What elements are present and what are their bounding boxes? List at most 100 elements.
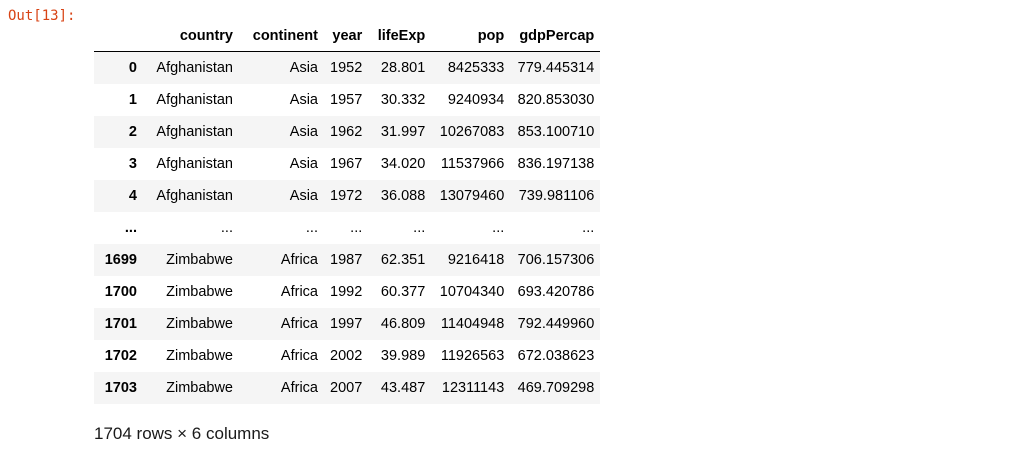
cell-continent: Asia bbox=[289, 124, 318, 140]
cell-country: Zimbabwe bbox=[166, 316, 233, 332]
cell-year: 1972 bbox=[330, 188, 363, 204]
dataframe-container: country continent year lifeExp pop gdpPe… bbox=[94, 20, 601, 404]
row-index: 1702 bbox=[104, 348, 137, 364]
row-index: ... bbox=[124, 220, 137, 236]
cell-gdppercap: 706.157306 bbox=[517, 252, 595, 268]
header-gdppercap: gdpPercap bbox=[510, 20, 601, 52]
header-continent: continent bbox=[239, 20, 324, 52]
row-index: 1703 bbox=[104, 380, 137, 396]
cell-year: 2002 bbox=[330, 348, 363, 364]
cell-year: 1997 bbox=[330, 316, 363, 332]
row-index: 1699 bbox=[104, 252, 137, 268]
ellipsis-row: ... ... ... ... ... ... ... bbox=[94, 212, 601, 244]
cell-year: 1967 bbox=[330, 156, 363, 172]
cell-lifeexp: 43.487 bbox=[380, 380, 426, 396]
cell-year: 1962 bbox=[330, 124, 363, 140]
cell-lifeexp: 34.020 bbox=[380, 156, 426, 172]
table-row: 2 Afghanistan Asia 1962 31.997 10267083 … bbox=[94, 116, 601, 148]
table-row: 1 Afghanistan Asia 1957 30.332 9240934 8… bbox=[94, 84, 601, 116]
cell-lifeexp: 39.989 bbox=[380, 348, 426, 364]
cell-pop: 13079460 bbox=[439, 188, 505, 204]
cell-pop: 11404948 bbox=[440, 316, 505, 332]
cell-gdppercap: 672.038623 bbox=[517, 348, 595, 364]
row-index: 1 bbox=[128, 92, 137, 108]
cell-gdppercap: 836.197138 bbox=[517, 156, 595, 172]
cell-gdppercap: ... bbox=[582, 220, 595, 236]
cell-country: Zimbabwe bbox=[166, 348, 233, 364]
cell-pop: 8425333 bbox=[447, 60, 505, 76]
cell-pop: 9216418 bbox=[447, 252, 505, 268]
cell-gdppercap: 779.445314 bbox=[517, 60, 595, 76]
table-row: 1700 Zimbabwe Africa 1992 60.377 1070434… bbox=[94, 276, 601, 308]
cell-continent: Asia bbox=[289, 156, 318, 172]
header-country: country bbox=[143, 20, 239, 52]
cell-country: Afghanistan bbox=[156, 60, 233, 76]
cell-continent: Africa bbox=[280, 348, 318, 364]
dataframe-table: country continent year lifeExp pop gdpPe… bbox=[94, 20, 601, 404]
cell-country: Afghanistan bbox=[156, 92, 233, 108]
cell-country: Zimbabwe bbox=[166, 380, 233, 396]
cell-lifeexp: 30.332 bbox=[380, 92, 426, 108]
cell-country: ... bbox=[220, 220, 233, 236]
cell-lifeexp: 60.377 bbox=[380, 284, 426, 300]
table-row: 1702 Zimbabwe Africa 2002 39.989 1192656… bbox=[94, 340, 601, 372]
header-lifeexp: lifeExp bbox=[368, 20, 432, 52]
cell-pop: 10704340 bbox=[439, 284, 505, 300]
cell-continent: Africa bbox=[280, 316, 318, 332]
table-row: 1703 Zimbabwe Africa 2007 43.487 1231114… bbox=[94, 372, 601, 404]
cell-continent: Asia bbox=[289, 92, 318, 108]
cell-year: ... bbox=[350, 220, 363, 236]
cell-continent: Asia bbox=[289, 60, 318, 76]
cell-gdppercap: 853.100710 bbox=[517, 124, 595, 140]
cell-lifeexp: 62.351 bbox=[380, 252, 426, 268]
cell-gdppercap: 693.420786 bbox=[517, 284, 595, 300]
cell-gdppercap: 792.449960 bbox=[517, 316, 595, 332]
cell-pop: 11926563 bbox=[440, 348, 505, 364]
row-index: 0 bbox=[128, 60, 137, 76]
cell-pop: 10267083 bbox=[439, 124, 505, 140]
cell-continent: Africa bbox=[280, 284, 318, 300]
cell-lifeexp: ... bbox=[413, 220, 426, 236]
cell-lifeexp: 28.801 bbox=[380, 60, 426, 76]
header-index bbox=[94, 20, 143, 52]
cell-continent: Africa bbox=[280, 252, 318, 268]
header-row: country continent year lifeExp pop gdpPe… bbox=[94, 20, 601, 52]
cell-country: Zimbabwe bbox=[166, 284, 233, 300]
cell-continent: Asia bbox=[289, 188, 318, 204]
cell-continent: Africa bbox=[280, 380, 318, 396]
cell-year: 1987 bbox=[330, 252, 363, 268]
cell-year: 1952 bbox=[330, 60, 363, 76]
row-index: 1700 bbox=[104, 284, 137, 300]
header-pop: pop bbox=[431, 20, 511, 52]
cell-country: Zimbabwe bbox=[166, 252, 233, 268]
cell-gdppercap: 469.709298 bbox=[517, 380, 595, 396]
cell-year: 1957 bbox=[330, 92, 363, 108]
cell-lifeexp: 36.088 bbox=[380, 188, 426, 204]
cell-pop: 11537966 bbox=[440, 156, 505, 172]
cell-continent: ... bbox=[305, 220, 318, 236]
row-index: 1701 bbox=[104, 316, 137, 332]
header-year: year bbox=[324, 20, 369, 52]
cell-gdppercap: 820.853030 bbox=[517, 92, 595, 108]
table-row: 3 Afghanistan Asia 1967 34.020 11537966 … bbox=[94, 148, 601, 180]
table-body: 0 Afghanistan Asia 1952 28.801 8425333 7… bbox=[94, 51, 601, 404]
output-prompt: Out[13]: bbox=[8, 8, 76, 24]
cell-country: Afghanistan bbox=[156, 188, 233, 204]
cell-pop: ... bbox=[492, 220, 505, 236]
cell-country: Afghanistan bbox=[156, 124, 233, 140]
row-index: 2 bbox=[128, 124, 137, 140]
cell-year: 2007 bbox=[330, 380, 363, 396]
cell-year: 1992 bbox=[330, 284, 363, 300]
table-header: country continent year lifeExp pop gdpPe… bbox=[94, 20, 601, 52]
table-row: 1699 Zimbabwe Africa 1987 62.351 9216418… bbox=[94, 244, 601, 276]
dataframe-shape: 1704 rows × 6 columns bbox=[94, 424, 270, 443]
table-row: 1701 Zimbabwe Africa 1997 46.809 1140494… bbox=[94, 308, 601, 340]
cell-gdppercap: 739.981106 bbox=[518, 188, 595, 204]
row-index: 3 bbox=[128, 156, 137, 172]
table-row: 4 Afghanistan Asia 1972 36.088 13079460 … bbox=[94, 180, 601, 212]
cell-country: Afghanistan bbox=[156, 156, 233, 172]
cell-lifeexp: 46.809 bbox=[380, 316, 426, 332]
cell-lifeexp: 31.997 bbox=[380, 124, 426, 140]
cell-pop: 9240934 bbox=[447, 92, 505, 108]
table-row: 0 Afghanistan Asia 1952 28.801 8425333 7… bbox=[94, 51, 601, 84]
